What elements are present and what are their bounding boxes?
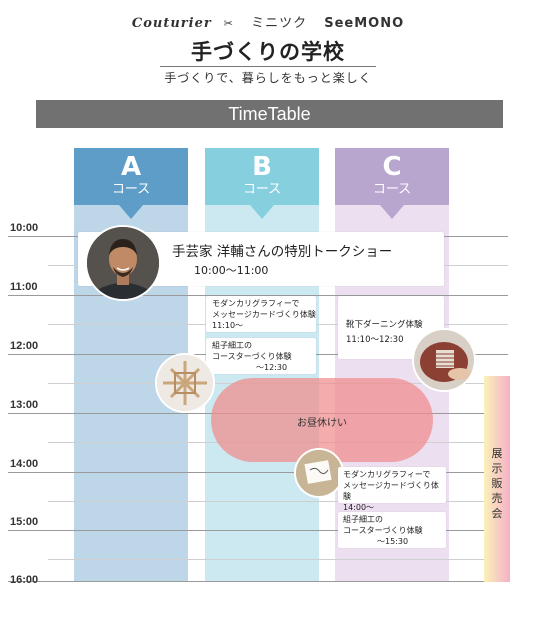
time-label: 11:00	[10, 281, 38, 293]
event-time: 11:10〜12:30	[346, 335, 404, 345]
lunch-break-label: お昼休けい	[297, 418, 347, 429]
exhibition-sale-label: 展示販売会	[491, 447, 503, 520]
event-line: 組子細工の	[212, 341, 252, 350]
page-subtitle: 手づくりで、暮らしをもっと楽しく	[164, 71, 372, 85]
b-kumiko-card: 組子細工の コースターづくり体験 〜12:30	[206, 338, 316, 374]
hour-line	[8, 472, 508, 473]
course-label: コース	[372, 182, 412, 197]
course-letter: C	[382, 152, 402, 182]
course-a-arrow-icon	[119, 205, 143, 219]
kumiko-photo	[155, 353, 215, 413]
hour-line	[8, 581, 508, 582]
course-letter: A	[120, 152, 142, 182]
event-time: 〜12:30	[256, 363, 288, 372]
time-label: 14:00	[10, 458, 39, 470]
course-label: コース	[111, 182, 151, 197]
event-time: 14:00〜	[343, 503, 375, 512]
time-label: 15:00	[10, 516, 39, 528]
darning-photo	[412, 328, 476, 392]
event-time: 〜15:30	[377, 537, 409, 546]
event-line: コースターづくり体験	[212, 352, 292, 361]
event-line: 組子細工の	[343, 515, 383, 524]
brand-seemono: SeeMONO	[324, 16, 405, 31]
half-hour-line	[48, 559, 508, 560]
timetable-header: TimeTable	[36, 100, 503, 128]
event-title: 靴下ダーニング体験	[346, 320, 423, 330]
course-letter: B	[252, 152, 272, 182]
time-label: 13:00	[10, 399, 39, 411]
event-line: モダンカリグラフィーで	[343, 470, 431, 479]
calligraphy-photo	[294, 448, 344, 498]
title-divider	[160, 66, 376, 67]
page-title: 手づくりの学校	[191, 40, 345, 64]
time-label: 12:00	[10, 340, 39, 352]
event-line: メッセージカードづくり体験	[212, 310, 316, 319]
c-calligraphy-card: モダンカリグラフィーで メッセージカードづくり体験 14:00〜	[338, 467, 446, 512]
talk-show-time: 10:00〜11:00	[194, 264, 269, 277]
b-calligraphy-card: モダンカリグラフィーで メッセージカードづくり体験 11:10〜	[206, 296, 316, 332]
brand-logos: Couturier ✂ ミニツク SeeMONO	[0, 12, 536, 31]
event-line: モダンカリグラフィーで	[212, 299, 300, 308]
brand-couturier-icon: ✂	[223, 17, 234, 30]
exhibition-sale-block	[484, 376, 510, 582]
event-line: コースターづくり体験	[343, 526, 423, 535]
hour-line	[8, 530, 508, 531]
course-b-header: B コース	[205, 148, 319, 205]
c-kumiko-card: 組子細工の コースターづくり体験 〜15:30	[338, 512, 446, 548]
course-b-arrow-icon	[250, 205, 274, 219]
speaker-avatar	[85, 225, 161, 301]
course-c-arrow-icon	[380, 205, 404, 219]
time-label: 10:00	[10, 222, 39, 234]
half-hour-line	[48, 501, 508, 502]
event-time: 11:10〜	[212, 321, 244, 330]
event-line: メッセージカードづくり体験	[343, 481, 439, 501]
course-c-header: C コース	[335, 148, 449, 205]
brand-minitsuku: ミニツク	[251, 16, 308, 31]
course-label: コース	[242, 182, 282, 197]
course-a-header: A コース	[74, 148, 188, 205]
hour-line	[8, 295, 508, 296]
brand-couturier: Couturier	[131, 16, 212, 31]
talk-show-title: 手芸家 洋輔さんの特別トークショー	[172, 244, 393, 260]
time-label: 16:00	[10, 574, 39, 586]
